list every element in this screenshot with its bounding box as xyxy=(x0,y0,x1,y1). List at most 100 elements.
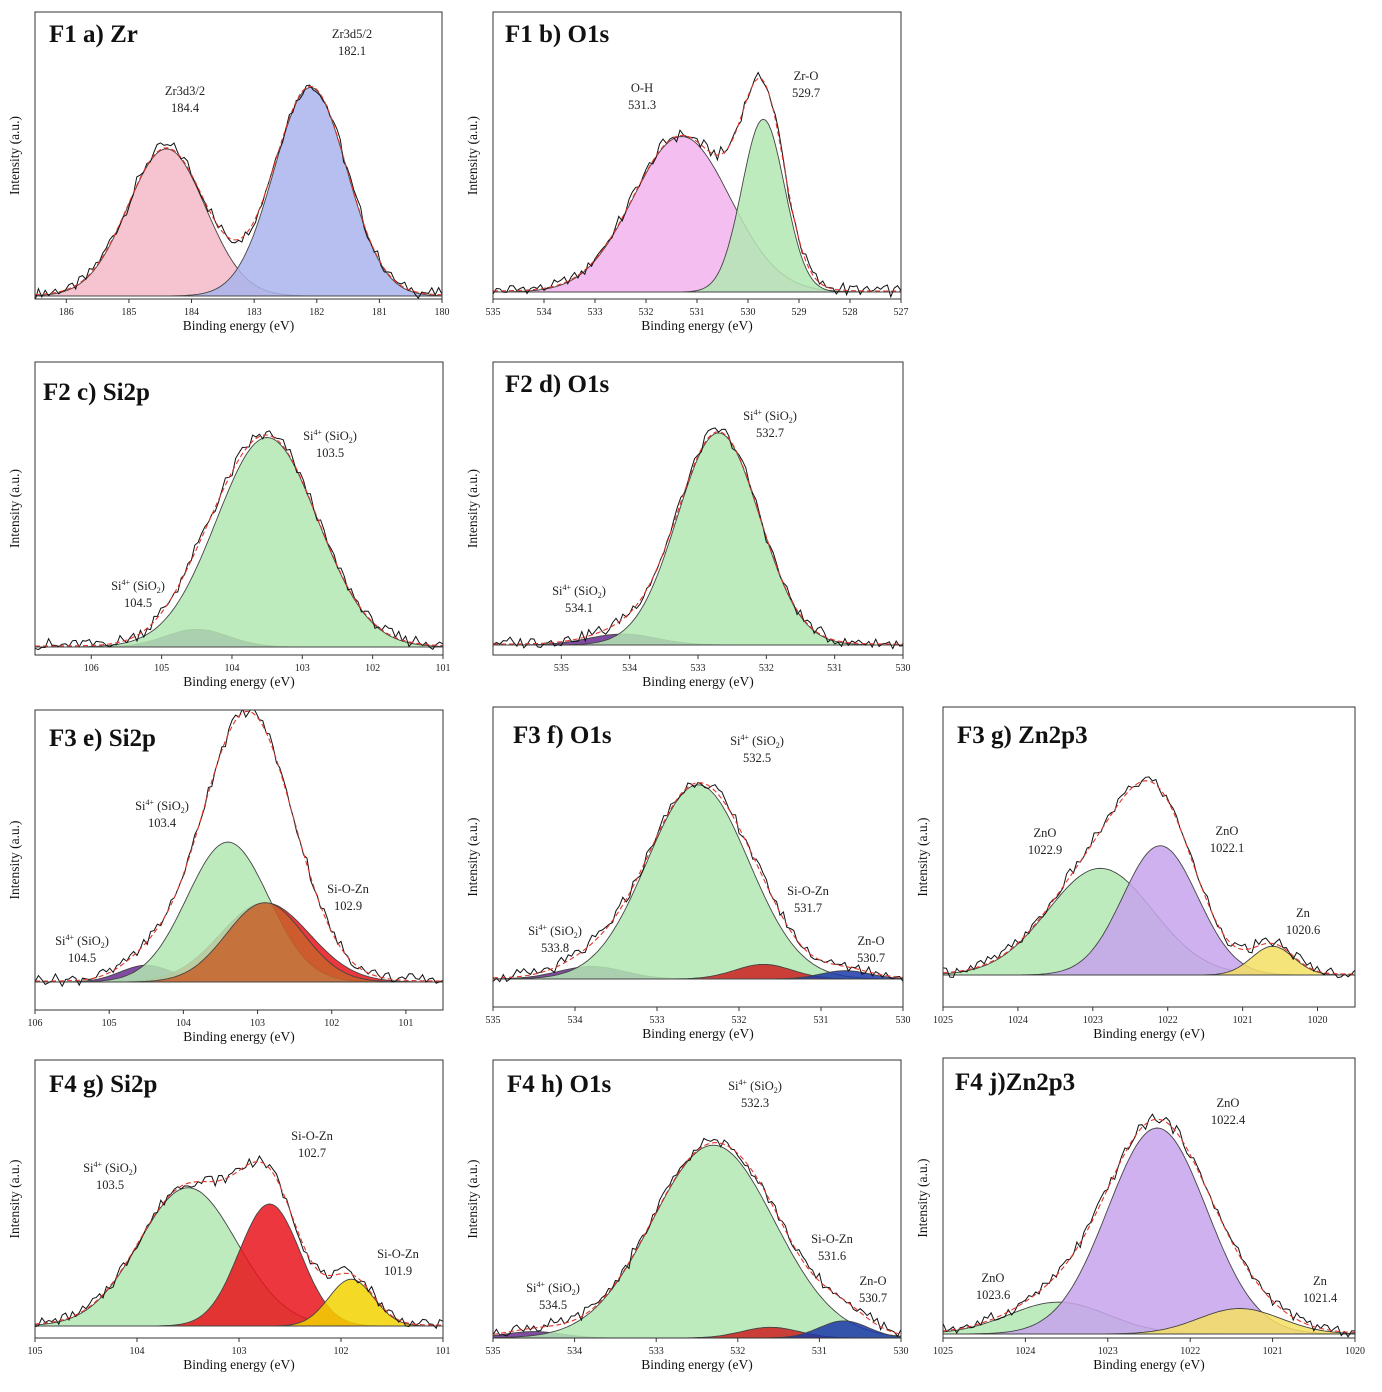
x-tick-label: 185 xyxy=(121,307,136,318)
x-tick-label: 527 xyxy=(894,307,909,318)
fitted-peak xyxy=(493,1326,901,1338)
peak-label-text: Si-O-Zn xyxy=(327,882,369,896)
fitted-peak xyxy=(493,1320,901,1338)
fitted-peak xyxy=(35,628,443,648)
x-tick-label: 530 xyxy=(894,1346,909,1357)
envelope-fit-line xyxy=(35,710,443,982)
panel-title: F4 g) Si2p xyxy=(49,1071,157,1098)
x-tick-label: 532 xyxy=(730,1346,745,1357)
x-axis-label: Binding energy (eV) xyxy=(1093,1357,1204,1372)
peak-label-text: 534.1 xyxy=(565,601,593,615)
y-axis-label: Intensity (a.u.) xyxy=(915,1158,930,1237)
peak-label-text: Si4+ (SiO2) xyxy=(730,733,784,750)
fitted-peak xyxy=(943,1308,1355,1335)
x-tick-label: 1025 xyxy=(933,1346,953,1357)
raw-spectrum-line xyxy=(35,710,443,988)
fitted-peak xyxy=(493,963,903,980)
x-axis-label: Binding energy (eV) xyxy=(641,318,752,333)
peak-label-text: 184.4 xyxy=(171,101,200,115)
fitted-peak xyxy=(35,1187,443,1327)
x-tick-label: 530 xyxy=(741,307,756,318)
peak-label-text: 101.9 xyxy=(384,1264,412,1278)
x-tick-label: 531 xyxy=(690,307,705,318)
x-tick-label: 104 xyxy=(176,1018,191,1029)
peak-label-text: Zr3d3/2 xyxy=(165,84,205,98)
x-tick-label: 531 xyxy=(814,1015,829,1026)
x-axis-label: Binding energy (eV) xyxy=(642,1026,753,1041)
peak-label-text: ZnO xyxy=(982,1271,1005,1285)
x-tick-label: 535 xyxy=(486,307,501,318)
x-tick-label: 1022 xyxy=(1158,1015,1178,1026)
panel-title: F3 e) Si2p xyxy=(49,725,156,752)
y-axis-label: Intensity (a.u.) xyxy=(7,116,22,195)
x-tick-label: 1020 xyxy=(1308,1015,1328,1026)
plot-frame xyxy=(942,706,1356,1008)
peak-label-text: 103.5 xyxy=(316,446,344,460)
x-tick-label: 530 xyxy=(896,663,911,674)
envelope-fit-line xyxy=(493,77,901,292)
y-axis-label: Intensity (a.u.) xyxy=(915,817,930,896)
envelope-fit-line xyxy=(35,1161,443,1326)
fitted-peak xyxy=(493,1144,901,1338)
peak-label-text: 531.6 xyxy=(818,1249,846,1263)
x-tick-label: 534 xyxy=(568,1015,583,1026)
fitted-peak xyxy=(35,902,443,983)
fitted-peak xyxy=(943,945,1355,976)
plot-frame xyxy=(34,709,444,1011)
peak-label-text: 1021.4 xyxy=(1303,1291,1338,1305)
x-axis-label: Binding energy (eV) xyxy=(183,318,294,333)
x-tick-label: 534 xyxy=(537,307,552,318)
panel-title: F2 d) O1s xyxy=(505,371,609,398)
peak-label-text: 531.7 xyxy=(794,901,822,915)
panel-title: F3 f) O1s xyxy=(513,722,612,749)
x-tick-label: 533 xyxy=(649,1346,664,1357)
x-tick-label: 180 xyxy=(435,307,450,318)
peak-label-text: Si-O-Zn xyxy=(291,1129,333,1143)
x-tick-label: 1021 xyxy=(1263,1346,1283,1357)
y-axis-label: Intensity (a.u.) xyxy=(7,1159,22,1238)
panel-title: F1 b) O1s xyxy=(505,21,609,48)
x-axis-label: Binding energy (eV) xyxy=(183,1029,294,1044)
peak-label-text: Si4+ (SiO2) xyxy=(83,1160,137,1177)
x-axis-label: Binding energy (eV) xyxy=(641,1357,752,1372)
x-axis-label: Binding energy (eV) xyxy=(1093,1026,1204,1041)
envelope-fit-line xyxy=(493,1142,901,1335)
peak-label-text: 1020.6 xyxy=(1286,923,1320,937)
envelope-fit-line xyxy=(943,780,1355,975)
x-tick-label: 1023 xyxy=(1083,1015,1103,1026)
x-tick-label: 1022 xyxy=(1180,1346,1200,1357)
peak-label-text: 103.4 xyxy=(148,816,177,830)
peak-label-text: 1022.1 xyxy=(1210,841,1244,855)
y-axis-label: Intensity (a.u.) xyxy=(465,1159,480,1238)
x-tick-label: 535 xyxy=(486,1346,501,1357)
peak-label-text: ZnO xyxy=(1216,824,1239,838)
x-tick-label: 105 xyxy=(154,663,169,674)
peak-label-text: Si-O-Zn xyxy=(377,1247,419,1261)
x-tick-label: 181 xyxy=(372,307,387,318)
peak-label-text: 530.7 xyxy=(859,1291,887,1305)
peak-label-text: 534.5 xyxy=(539,1298,567,1312)
panel-title: F4 j)Zn2p3 xyxy=(955,1069,1075,1096)
peak-label-text: Si-O-Zn xyxy=(811,1232,853,1246)
fitted-peak xyxy=(493,633,903,646)
peak-label-text: 532.7 xyxy=(756,426,784,440)
raw-spectrum-line xyxy=(493,427,903,650)
raw-spectrum-line xyxy=(943,776,1355,979)
x-tick-label: 102 xyxy=(365,663,380,674)
peak-label-text: 182.1 xyxy=(338,44,366,58)
raw-spectrum-line xyxy=(35,1154,443,1330)
plot-frame xyxy=(492,361,904,656)
plot-frame xyxy=(942,1057,1356,1339)
y-axis-label: Intensity (a.u.) xyxy=(465,817,480,896)
plot-frame xyxy=(34,361,444,656)
